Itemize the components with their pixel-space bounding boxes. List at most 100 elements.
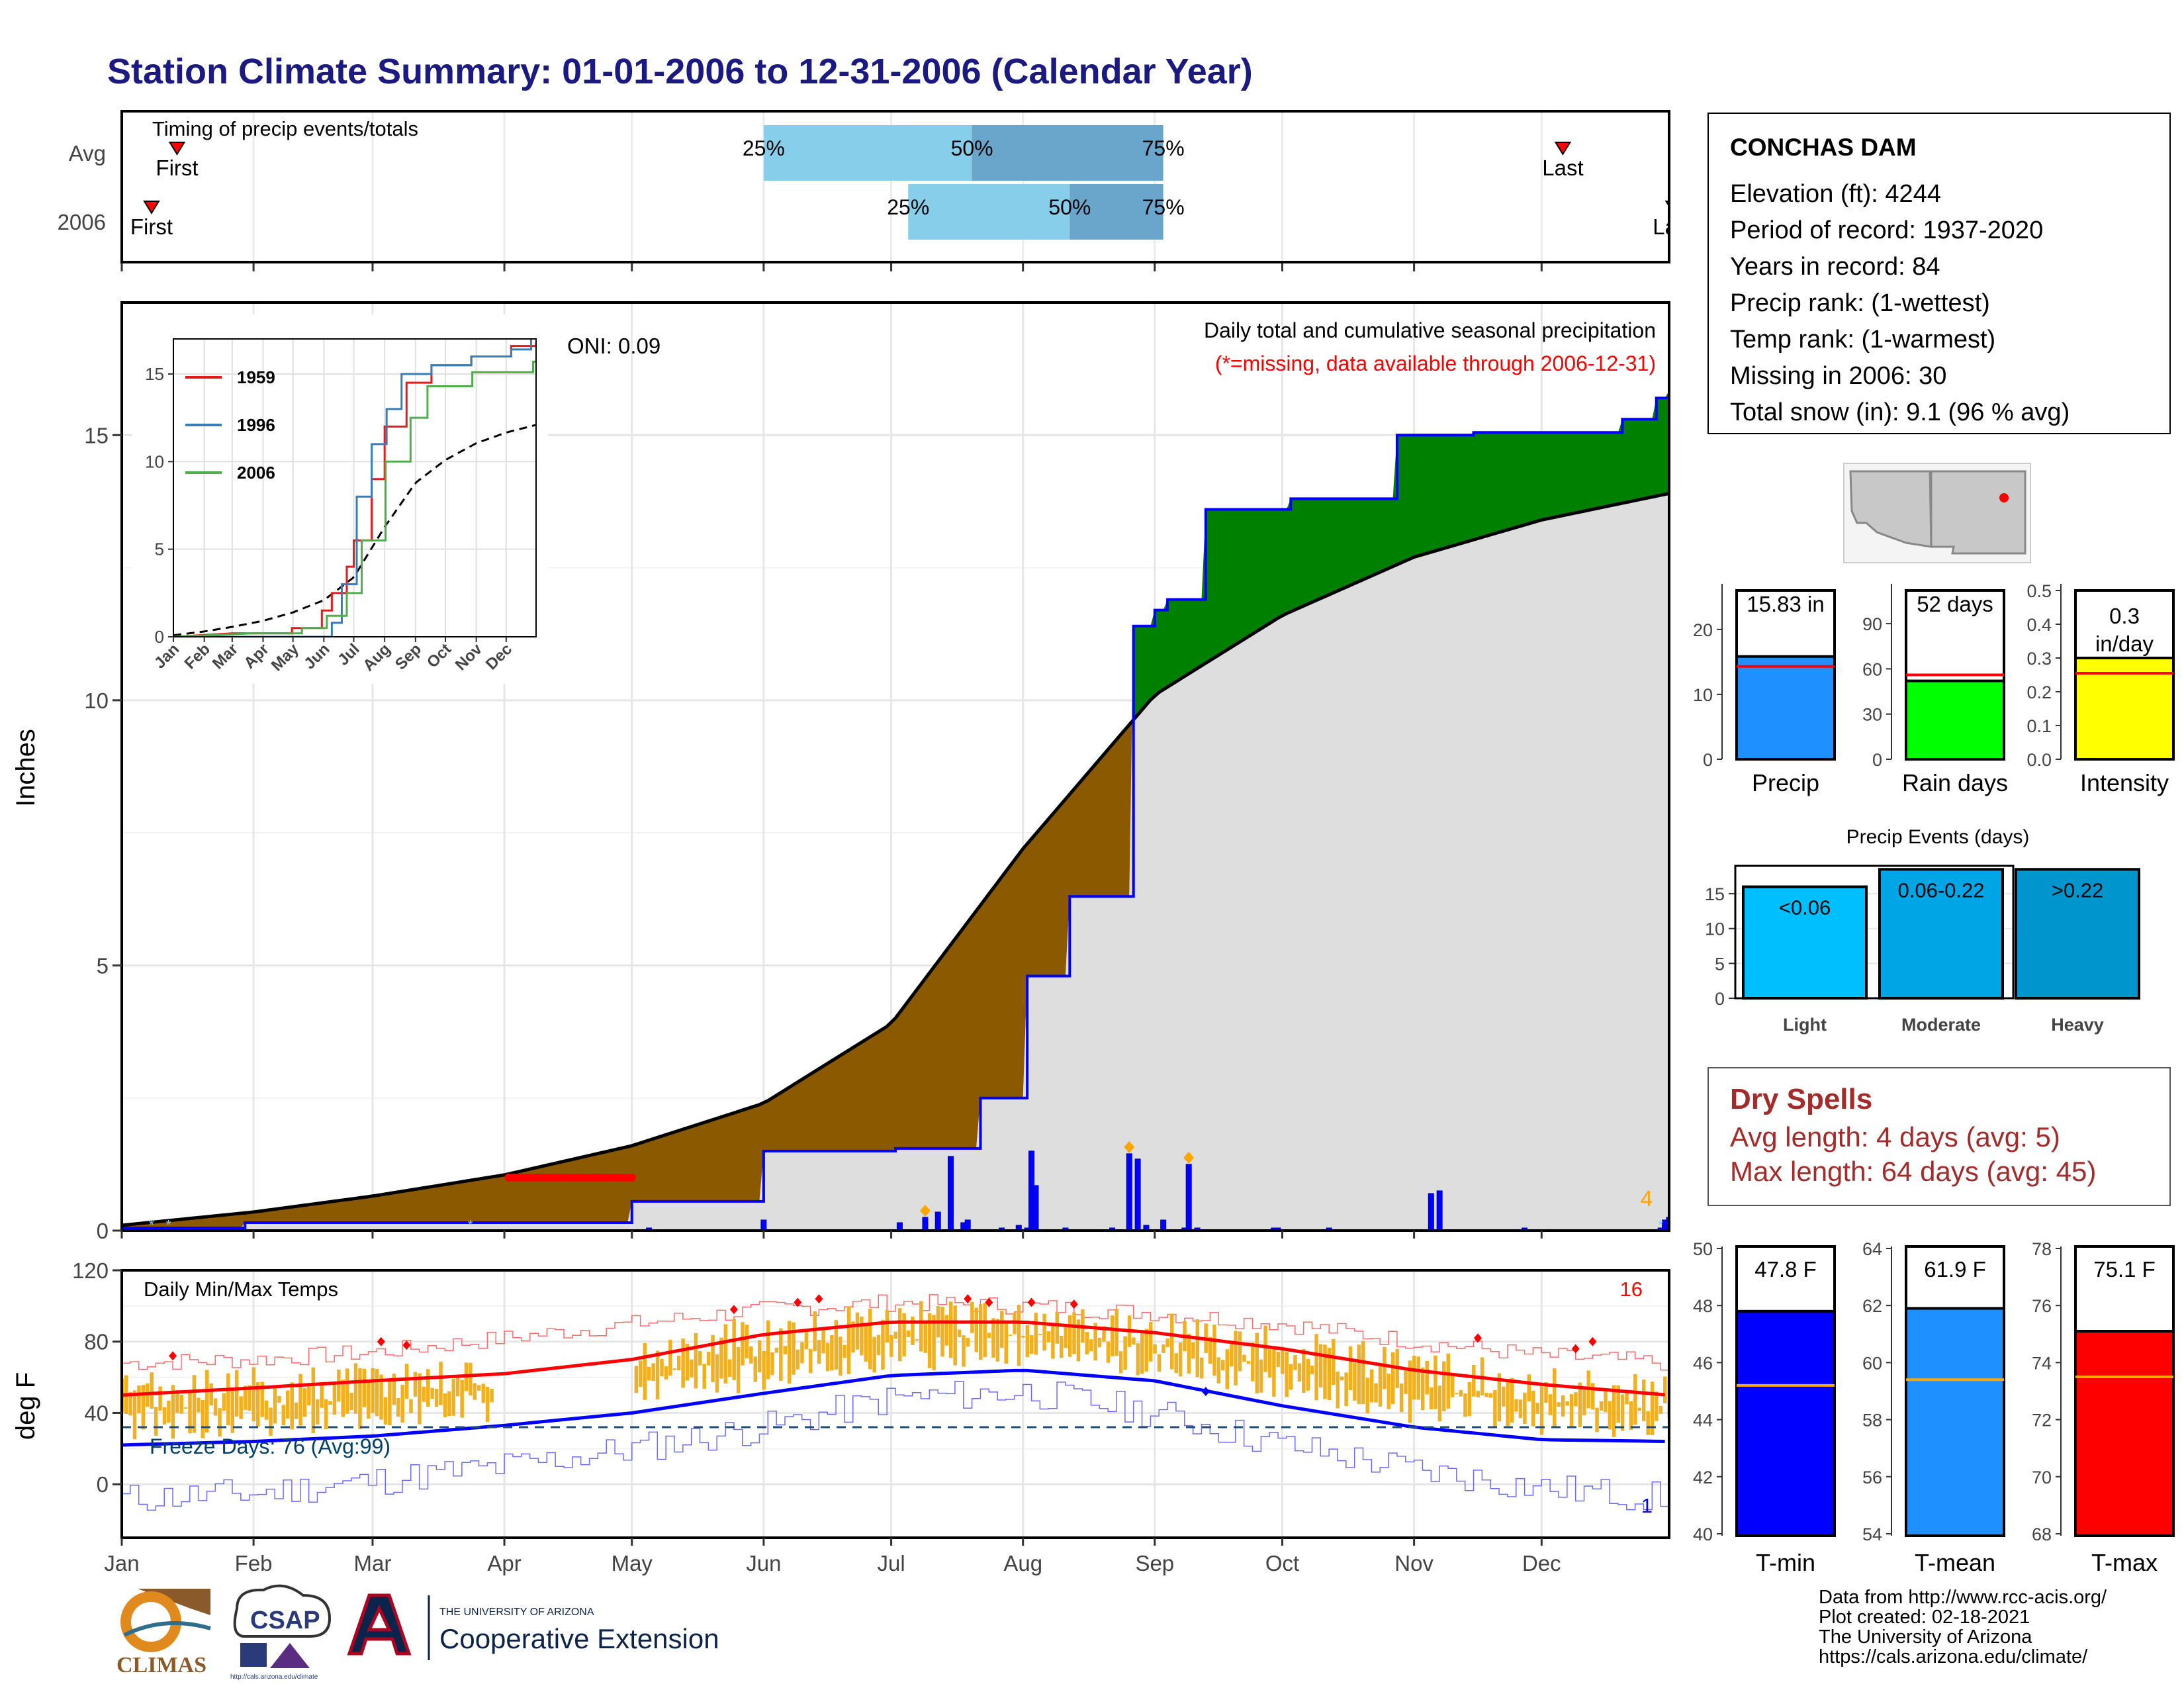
precip-ylabel: Inches [11,729,40,807]
timing-title: Timing of precip events/totals [152,117,418,140]
daily-temp-range-bar [906,1330,911,1337]
daily-temp-range-bar [834,1320,839,1370]
daily-temp-range-bar [1064,1323,1068,1348]
daily-temp-range-bar [839,1336,842,1376]
daily-temp-range-bar [1369,1369,1374,1403]
daily-temp-range-bar [893,1331,897,1339]
daily-temp-range-bar [264,1400,269,1420]
timing-last-label: Last [1653,214,1694,239]
daily-temp-range-bar [375,1369,379,1417]
summary-bar-ytick-label: 0.4 [2026,615,2052,635]
daily-temp-range-bar [1383,1346,1387,1389]
daily-temp-range-bar [430,1387,434,1399]
summary-bar-ytick-label: 20 [1693,620,1713,640]
daily-temp-range-bar [222,1393,226,1411]
daily-temp-range-bar [762,1350,766,1390]
credits: Data from http://www.rcc-acis.org/ Plot … [1819,1587,2107,1667]
daily-temp-range-bar [800,1342,804,1364]
daily-temp-range-bar [298,1374,302,1426]
daily-precip-bar [1436,1190,1443,1231]
daily-temp-range-bar [1344,1372,1348,1407]
daily-temp-range-bar [1578,1382,1582,1428]
daily-temp-range-bar [651,1363,655,1382]
temp-summary-bars: 40 42 44 46 48 50 47.8 F T-min 54 56 58 60 62 64 61.9 … [1693,1239,2175,1576]
month-label: Sep [1135,1551,1174,1575]
daily-temp-range-bar [1506,1380,1510,1427]
credit-university: The University of Arizona [1819,1626,2032,1648]
daily-temp-range-bar [1306,1358,1310,1391]
daily-temp-range-bar [1165,1338,1170,1347]
state-locator-map [1843,463,2031,563]
daily-temp-range-bar [885,1310,889,1343]
daily-temp-range-bar [371,1368,375,1413]
daily-temp-range-bar [422,1386,426,1402]
daily-temp-range-bar [392,1374,396,1405]
daily-temp-range-bar [715,1354,719,1393]
daily-temp-range-bar [1561,1395,1565,1417]
daily-temp-range-bar [337,1370,341,1402]
daily-temp-range-bar [1484,1392,1488,1397]
daily-precip-bar [1126,1153,1132,1231]
daily-temp-range-bar [451,1378,455,1416]
events-ytick-label: 15 [1705,884,1725,904]
missing-data-marker [627,1173,636,1182]
temp-bar-ytick-label: 78 [2032,1239,2052,1259]
temp-bar-label: 47.8 F [1754,1257,1817,1282]
summary-bar-label: 15.83 in [1747,592,1824,616]
events-frame [1734,865,2015,1000]
summary-bars: 0 10 20 15.83 in Precip 0 30 60 90 52 days Rain da… [1693,581,2175,796]
daily-temp-range-bar [132,1390,137,1440]
daily-temp-range-bar [1565,1401,1569,1406]
daily-precip-bar [934,1211,941,1231]
daily-temp-range-bar [1123,1336,1127,1370]
record-high-marker [964,1294,972,1304]
daily-temp-range-bar [1140,1332,1144,1374]
daily-temp-range-bar [1030,1335,1034,1354]
daily-temp-range-bar [413,1372,418,1397]
temp-bar-label: 75.1 F [2093,1257,2156,1282]
daily-temp-range-bar [1429,1387,1433,1409]
heavy-event-marker [1124,1141,1135,1153]
daily-temp-range-bar [230,1389,234,1433]
daily-temp-range-bar [315,1399,320,1425]
station-temp-rank: Temp rank: (1-warmest) [1730,326,1996,353]
daily-temp-range-bar [1612,1385,1616,1437]
daily-temp-range-bar [919,1301,923,1352]
avg-min-temp-line [122,1368,1665,1447]
daily-precip-bar [1134,1158,1141,1231]
daily-temp-range-bar [1539,1383,1544,1435]
daily-temp-range-bar [447,1391,451,1417]
daily-temp-range-bar [1340,1376,1344,1381]
temp-bar-ytick-label: 64 [1862,1239,1882,1259]
daily-temp-range-bar [804,1331,809,1350]
daily-temp-range-bar [962,1335,966,1367]
daily-temp-range-bar [234,1370,239,1417]
daily-temp-range-bar [944,1315,949,1346]
timing-last-marker [1554,142,1572,156]
record-high-marker [1473,1333,1482,1343]
daily-temp-range-bar [490,1389,494,1403]
daily-precip-bar [964,1219,971,1231]
daily-temp-range-bar [1378,1364,1383,1407]
daily-temp-range-bar [171,1385,175,1439]
daily-temp-range-bar [1502,1386,1506,1407]
events-ytick-label: 10 [1705,919,1725,939]
daily-temp-range-bar [1225,1349,1229,1389]
climas-logo-wave [123,1621,211,1637]
daily-temp-range-bar [154,1407,158,1436]
daily-temp-range-bar [732,1319,736,1380]
daily-temp-range-bar [991,1318,995,1358]
timing-first-marker [168,142,186,156]
summary-bar-ytick-label: 0 [1703,750,1713,770]
daily-temp-range-bar [1174,1353,1178,1374]
daily-temp-range-bar [1531,1390,1535,1427]
events-bar-label: >0.22 [2052,878,2103,902]
daily-temp-range-bar [953,1305,957,1366]
events-bar-label: 0.06-0.22 [1898,878,1985,902]
dry-spells-avg: Avg length: 4 days (avg: 5) [1730,1121,2060,1152]
summary-bar-ytick-label: 0.2 [2026,682,2052,702]
events-bar [1878,868,2004,1000]
temp-frame [120,1269,1670,1539]
temp-bar-name: T-min [1756,1549,1815,1576]
daily-temp-range-bar [188,1392,192,1434]
